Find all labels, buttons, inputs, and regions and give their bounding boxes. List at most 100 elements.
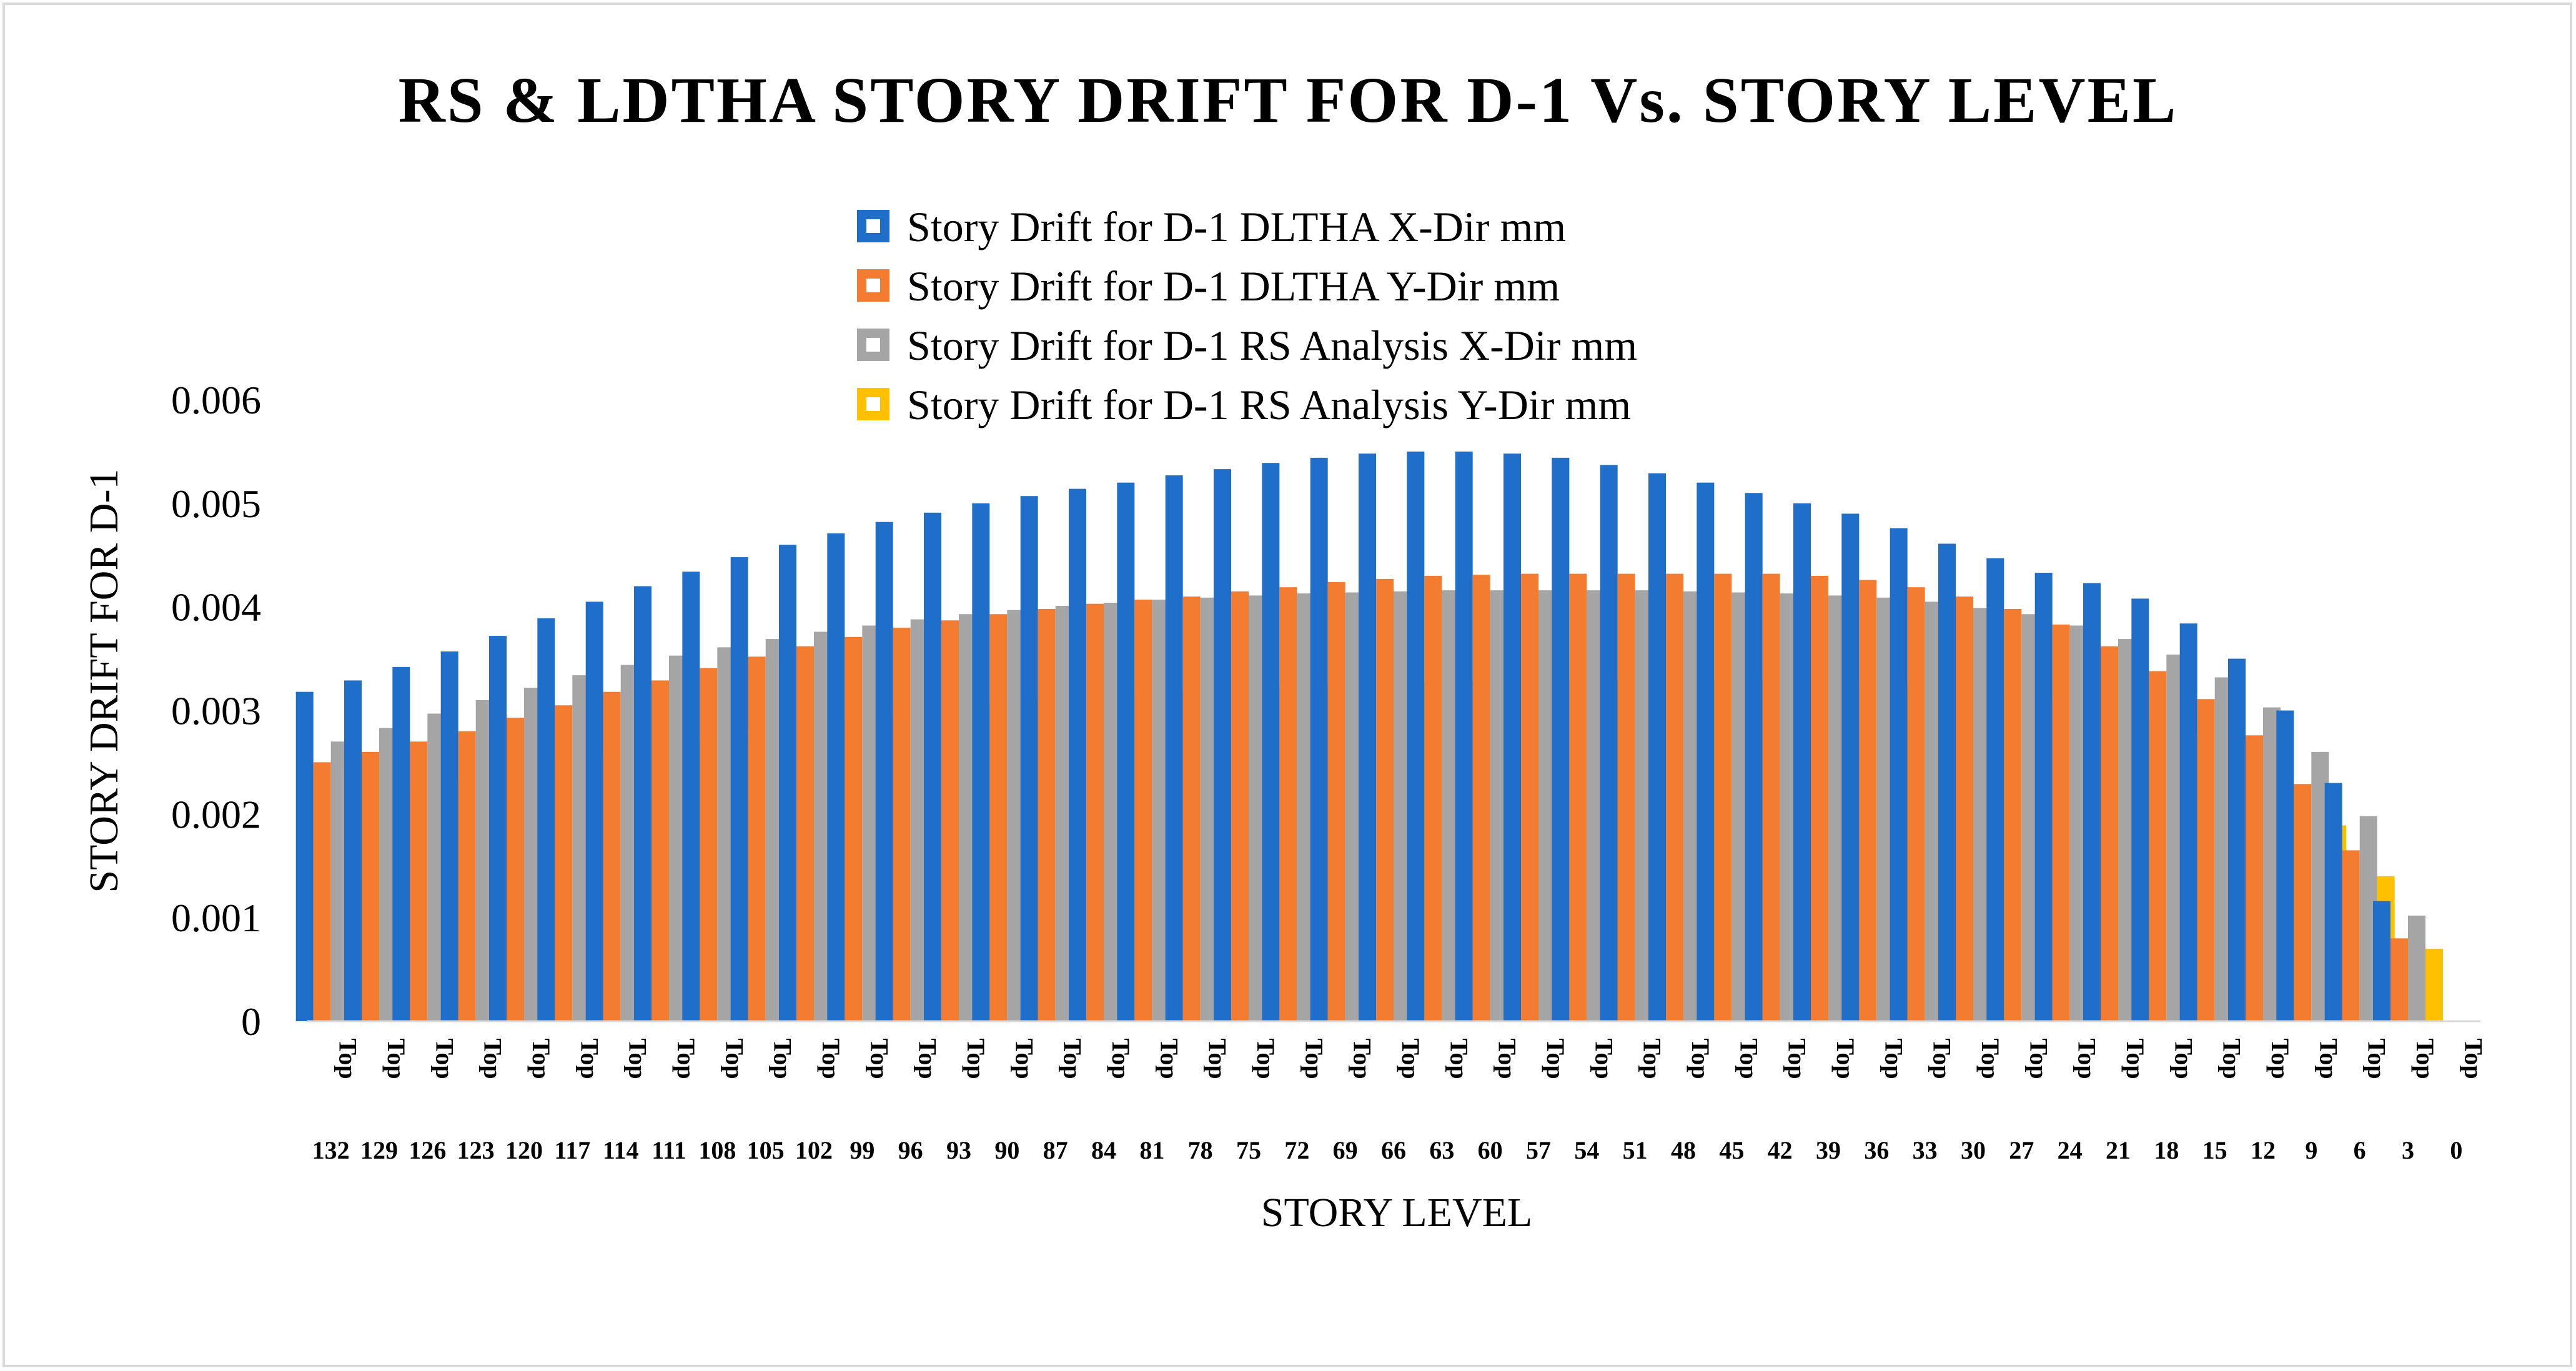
legend-swatch-inner (866, 397, 880, 411)
bar (2101, 646, 2118, 1021)
bar (1279, 587, 1297, 1021)
x-axis-title: STORY LEVEL (1261, 1190, 1533, 1235)
bar (603, 691, 621, 1021)
x-tick-label: 72 (1284, 1136, 1309, 1164)
x-tick-prefix: Top (2024, 1038, 2053, 1079)
bar (796, 646, 814, 1021)
x-tick-label: 3 (2402, 1136, 2414, 1164)
bar (845, 636, 863, 1021)
bar (1086, 603, 1104, 1021)
x-tick-label: 117 (554, 1136, 590, 1164)
legend-item: Story Drift for D-1 DLTHA X-Dir mm (857, 203, 1566, 250)
x-tick-prefix: Top (865, 1038, 893, 1079)
x-tick-prefix: Top (1687, 1038, 1715, 1079)
bar (1569, 573, 1587, 1021)
x-tick-prefix: Top (334, 1038, 362, 1079)
x-tick-label: 12 (2251, 1136, 2276, 1164)
x-tick-prefix: Top (962, 1038, 990, 1079)
x-tick-label: 120 (505, 1136, 543, 1164)
bar (730, 557, 748, 1021)
bar (392, 666, 410, 1021)
x-tick-label: 57 (1526, 1136, 1551, 1164)
x-tick-label: 18 (2154, 1136, 2179, 1164)
bar (313, 762, 331, 1021)
bar (2228, 658, 2246, 1021)
x-tick-label: 48 (1671, 1136, 1696, 1164)
x-tick-prefix: Top (1445, 1038, 1473, 1079)
legend-swatch-inner (866, 219, 880, 233)
y-tick-label: 0.001 (171, 896, 261, 940)
x-tick-label: 111 (651, 1136, 686, 1164)
bar (1182, 596, 1201, 1021)
bar (295, 691, 314, 1021)
x-tick-prefix: Top (2073, 1038, 2101, 1079)
bar (1407, 451, 1425, 1021)
x-tick-label: 21 (2106, 1136, 2131, 1164)
bar (827, 533, 845, 1021)
legend-label: Story Drift for D-1 RS Analysis X-Dir mm (907, 322, 1637, 369)
x-tick-prefix: Top (1494, 1038, 1522, 1079)
bar (1956, 596, 1973, 1021)
x-tick-label: 33 (1913, 1136, 1938, 1164)
bar (2131, 598, 2149, 1021)
y-tick-label: 0.002 (171, 792, 261, 836)
x-tick-label: 108 (698, 1136, 736, 1164)
x-tick-label: 9 (2305, 1136, 2317, 1164)
bar (1666, 573, 1683, 1021)
x-tick-prefix: Top (1976, 1038, 2004, 1079)
x-tick-prefix: Top (769, 1038, 797, 1079)
bar (1600, 465, 1618, 1021)
legend-label: Story Drift for D-1 DLTHA Y-Dir mm (907, 262, 1560, 310)
x-tick-prefix: Top (1638, 1038, 1667, 1079)
x-tick-prefix: Top (817, 1038, 845, 1079)
x-tick-label: 84 (1091, 1136, 1116, 1164)
x-tick-label: 60 (1478, 1136, 1503, 1164)
bar (2083, 583, 2101, 1021)
bar (2149, 671, 2167, 1021)
bar (2408, 915, 2425, 1021)
bar (1262, 463, 1280, 1021)
x-tick-label: 69 (1333, 1136, 1358, 1164)
bar (634, 586, 651, 1021)
bar (1038, 608, 1056, 1021)
bar (700, 668, 718, 1021)
legend: Story Drift for D-1 DLTHA X-Dir mm Story … (857, 203, 1637, 428)
bar (1762, 573, 1780, 1021)
x-tick-prefix: Top (1059, 1038, 1087, 1079)
bar (875, 522, 893, 1021)
bar (2324, 783, 2342, 1021)
x-tick-prefix: Top (1155, 1038, 1183, 1079)
x-tick-prefix: Top (527, 1038, 555, 1079)
bar (2390, 938, 2408, 1021)
legend-item: Story Drift for D-1 RS Analysis X-Dir mm (857, 322, 1637, 369)
x-tick-label: 105 (747, 1136, 785, 1164)
x-tick-prefix: Top (382, 1038, 410, 1079)
bar (651, 680, 669, 1021)
x-tick-prefix: Top (479, 1038, 507, 1079)
x-tick-prefix: Top (624, 1038, 652, 1079)
legend-swatch-inner (866, 279, 880, 292)
bar (748, 656, 766, 1021)
legend-label: Story Drift for D-1 DLTHA X-Dir mm (907, 203, 1566, 250)
bar (555, 705, 573, 1021)
bar (1310, 457, 1328, 1021)
bar (362, 751, 379, 1021)
bar (2425, 948, 2443, 1021)
x-tick-prefix: Top (1735, 1038, 1763, 1079)
bar (1859, 580, 1877, 1021)
y-tick-label: 0.003 (171, 689, 261, 733)
x-tick-label: 36 (1864, 1136, 1889, 1164)
x-tick-label: 51 (1623, 1136, 1648, 1164)
x-tick-label: 99 (850, 1136, 874, 1164)
bar (410, 741, 428, 1021)
y-axis: 0 0.001 0.002 0.003 0.004 0.005 0.006 (171, 378, 261, 1044)
x-tick-prefix: Top (2314, 1038, 2342, 1079)
bar (344, 680, 362, 1021)
bar (1648, 473, 1666, 1021)
x-tick-label: 114 (603, 1136, 639, 1164)
x-tick-prefix: Top (1300, 1038, 1328, 1079)
x-tick-label: 102 (795, 1136, 833, 1164)
x-tick-prefix: Top (1349, 1038, 1377, 1079)
bar (1986, 558, 2004, 1021)
